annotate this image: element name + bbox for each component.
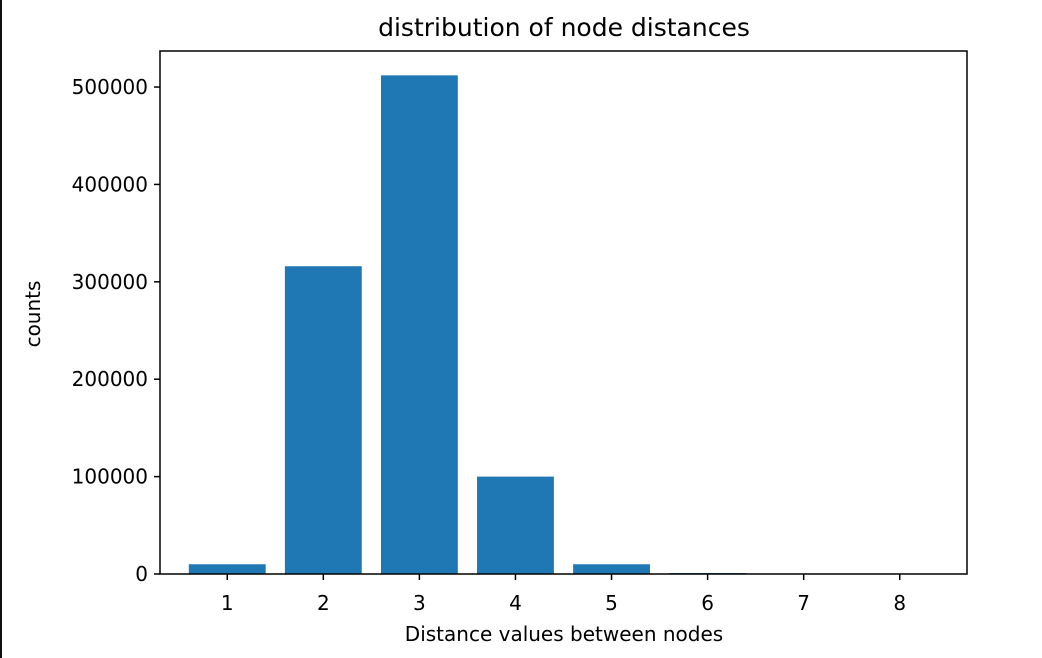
plot-area-frame	[159, 50, 968, 575]
y-tick-label-500000: 500000	[72, 75, 148, 99]
bar-2	[284, 266, 362, 574]
y-tick-label-200000: 200000	[72, 367, 148, 391]
bar-1	[188, 564, 266, 574]
y-tick-label-100000: 100000	[72, 465, 148, 489]
y-axis-label: counts	[21, 281, 45, 348]
x-tick-label-2: 2	[317, 591, 330, 615]
bar-4	[477, 476, 554, 574]
x-axis-label: Distance values between nodes	[405, 622, 723, 646]
x-tick-label-4: 4	[509, 591, 522, 615]
x-tick-label-1: 1	[221, 591, 234, 615]
x-tick-label-8: 8	[893, 591, 906, 615]
bar-5	[573, 564, 650, 574]
x-axis: 1 2 3 4 5 6 7 8	[221, 574, 906, 615]
chart-title: distribution of node distances	[378, 13, 750, 42]
x-tick-label-5: 5	[605, 591, 618, 615]
bar-3	[380, 75, 458, 574]
y-tick-label-400000: 400000	[72, 172, 148, 196]
x-tick-label-6: 6	[701, 591, 714, 615]
x-tick-label-7: 7	[797, 591, 810, 615]
y-axis: 0 100000 200000 300000 400000 500000	[72, 75, 160, 586]
y-tick-label-300000: 300000	[72, 270, 148, 294]
y-tick-label-0: 0	[135, 562, 148, 586]
bars-layer	[188, 75, 939, 574]
x-tick-label-3: 3	[413, 591, 426, 615]
